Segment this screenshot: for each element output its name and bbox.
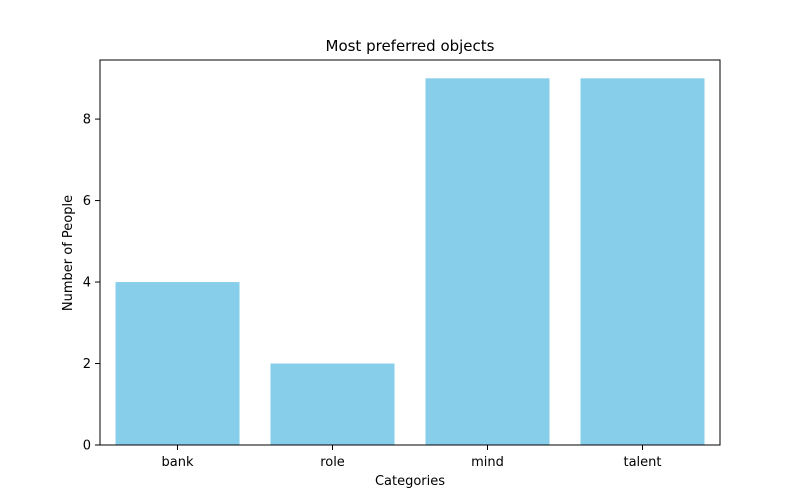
y-axis-title: Number of People [61,195,76,311]
plot-frame [99,59,721,446]
y-tick-label-6: 6 [83,194,91,209]
x-tick-label-role: role [320,455,345,470]
y-tick-label-4: 4 [83,276,91,291]
y-tick-label-8: 8 [83,113,91,128]
bar-bank [115,282,240,445]
x-axis-title: Categories [375,474,445,489]
bar-talent [580,78,705,445]
bar-role [270,363,395,445]
y-tick-label-0: 0 [83,439,91,454]
y-tick-label-2: 2 [83,357,91,372]
chart-title: Most preferred objects [326,37,495,55]
bar-mind [425,78,550,445]
x-tick-label-bank: bank [162,455,194,470]
x-tick-label-mind: mind [471,455,504,470]
x-tick-label-talent: talent [623,455,661,470]
plot-area: bank role mind talent 0 2 4 6 8 [83,59,721,470]
